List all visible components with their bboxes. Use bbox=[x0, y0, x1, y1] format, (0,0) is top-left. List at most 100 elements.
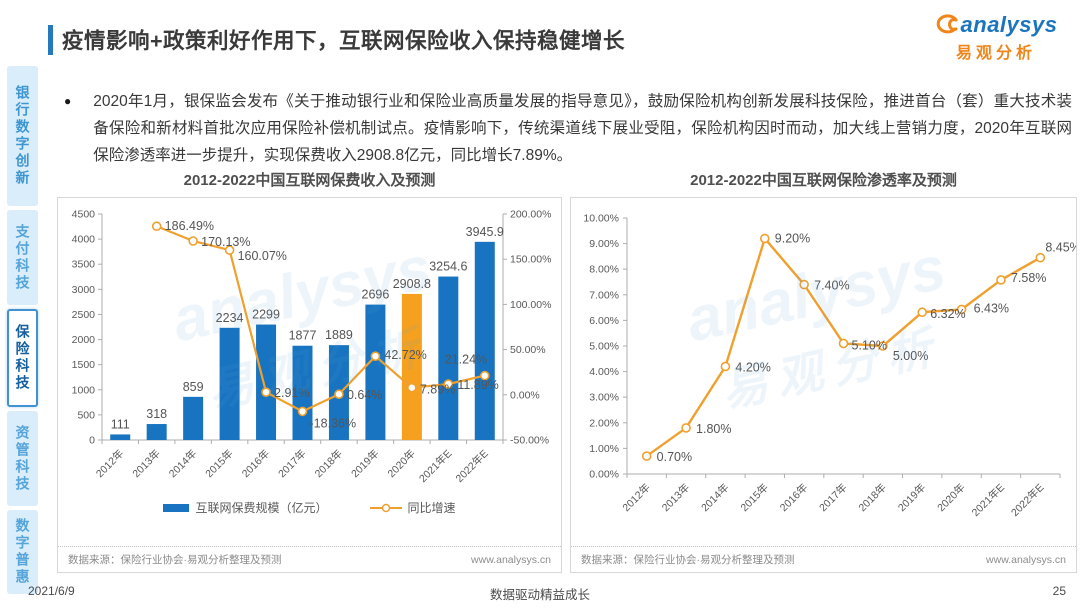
header: 疫情影响+政策利好作用下，互联网保险收入保持稳健增长 bbox=[48, 24, 930, 55]
svg-text:5.00%: 5.00% bbox=[589, 341, 619, 353]
svg-text:7.00%: 7.00% bbox=[589, 289, 619, 301]
footer-page-number: 25 bbox=[1052, 584, 1066, 598]
svg-text:2234: 2234 bbox=[216, 311, 244, 325]
penetration-chart-panel: analysys 易观分析 0.00% 1.00% 2.00% 3.00% 4.00% 5.… bbox=[570, 197, 1080, 573]
svg-text:10.00%: 10.00% bbox=[583, 213, 619, 225]
penetration-website: www.analysys.cn bbox=[986, 553, 1066, 566]
svg-text:7.89%: 7.89% bbox=[420, 383, 455, 397]
svg-text:50.00%: 50.00% bbox=[510, 344, 546, 356]
svg-text:4.00%: 4.00% bbox=[589, 366, 619, 378]
svg-text:318: 318 bbox=[146, 407, 167, 421]
svg-text:2015年: 2015年 bbox=[203, 447, 236, 480]
svg-text:5.00%: 5.00% bbox=[893, 349, 928, 363]
sidebar-tab-2[interactable]: 支付科技 bbox=[7, 210, 38, 305]
svg-text:2014年: 2014年 bbox=[698, 481, 731, 514]
sidebar-tab-4[interactable]: 资管科技 bbox=[7, 411, 38, 506]
svg-text:2022年E: 2022年E bbox=[453, 447, 491, 485]
svg-text:2000: 2000 bbox=[72, 334, 96, 346]
svg-text:2019年: 2019年 bbox=[895, 481, 928, 514]
svg-text:100.00%: 100.00% bbox=[510, 299, 551, 311]
svg-text:11.89%: 11.89% bbox=[457, 378, 498, 392]
svg-text:1500: 1500 bbox=[72, 359, 96, 371]
penetration-source-row: 数据来源：保险行业协会·易观分析整理及预测 www.analysys.cn bbox=[571, 546, 1076, 572]
svg-text:2013年: 2013年 bbox=[659, 481, 692, 514]
premium-website: www.analysys.cn bbox=[471, 553, 551, 566]
sidebar-tab-1[interactable]: 银行数字创新 bbox=[7, 66, 38, 206]
svg-text:-50.00%: -50.00% bbox=[510, 435, 549, 447]
svg-text:3254.6: 3254.6 bbox=[429, 260, 467, 274]
svg-text:3500: 3500 bbox=[72, 259, 96, 271]
svg-text:1877: 1877 bbox=[289, 329, 317, 343]
svg-text:3.00%: 3.00% bbox=[589, 392, 619, 404]
bullet-marker-icon: ● bbox=[64, 94, 72, 108]
svg-text:9.20%: 9.20% bbox=[775, 231, 810, 245]
svg-text:2019年: 2019年 bbox=[348, 447, 381, 480]
footer: 2021/6/9 数据驱动精益成长 25 bbox=[0, 584, 1080, 602]
svg-text:2299: 2299 bbox=[252, 308, 280, 322]
svg-text:859: 859 bbox=[183, 380, 204, 394]
svg-text:2016年: 2016年 bbox=[777, 481, 810, 514]
sidebar-tabs: 银行数字创新支付科技保险科技资管科技数字普惠 bbox=[7, 66, 38, 594]
svg-text:200.00%: 200.00% bbox=[510, 209, 551, 221]
premium-combo-chart: 0 500 1000 1500 2000 2500 3000 3500 4000 4500 -50.… bbox=[72, 209, 552, 486]
premium-source-row: 数据来源：保险行业协会·易观分析整理及预测 www.analysys.cn bbox=[58, 546, 561, 572]
svg-text:2.00%: 2.00% bbox=[589, 417, 619, 429]
svg-text:9.00%: 9.00% bbox=[589, 238, 619, 250]
svg-text:150.00%: 150.00% bbox=[510, 254, 551, 266]
svg-text:1.00%: 1.00% bbox=[589, 443, 619, 455]
svg-text:0: 0 bbox=[89, 435, 95, 447]
logo-swirl-icon bbox=[936, 14, 958, 34]
svg-text:170.13%: 170.13% bbox=[201, 235, 250, 249]
svg-text:6.00%: 6.00% bbox=[589, 315, 619, 327]
svg-text:2021年E: 2021年E bbox=[969, 481, 1007, 519]
footer-date: 2021/6/9 bbox=[28, 584, 75, 598]
svg-text:4.20%: 4.20% bbox=[735, 360, 770, 374]
svg-text:2015年: 2015年 bbox=[738, 481, 771, 514]
svg-text:2021年E: 2021年E bbox=[416, 447, 454, 485]
sidebar-tab-3[interactable]: 保险科技 bbox=[7, 309, 38, 407]
page-title: 疫情影响+政策利好作用下，互联网保险收入保持稳健增长 bbox=[62, 29, 626, 53]
svg-text:0.00%: 0.00% bbox=[510, 389, 540, 401]
svg-text:7.40%: 7.40% bbox=[814, 279, 849, 293]
svg-text:2908.8: 2908.8 bbox=[393, 277, 431, 291]
svg-text:0.70%: 0.70% bbox=[657, 450, 692, 464]
svg-text:2012年: 2012年 bbox=[620, 481, 653, 514]
svg-text:160.07%: 160.07% bbox=[238, 249, 287, 263]
penetration-source: 数据来源：保险行业协会·易观分析整理及预测 bbox=[581, 554, 795, 566]
summary-text: 2020年1月，银保监会发布《关于推动银行业和保险业高质量发展的指导意见》，鼓励… bbox=[93, 93, 1072, 164]
penetration-chart-title: 2012-2022中国互联网保险渗透率及预测 bbox=[690, 172, 957, 189]
svg-text:0.64%: 0.64% bbox=[347, 388, 382, 402]
svg-text:3945.9: 3945.9 bbox=[466, 225, 504, 239]
svg-text:186.49%: 186.49% bbox=[165, 219, 214, 233]
analysys-logo: analysys 易观分析 bbox=[926, 12, 1066, 63]
svg-text:2017年: 2017年 bbox=[275, 447, 308, 480]
svg-text:6.32%: 6.32% bbox=[930, 307, 965, 321]
svg-text:0.00%: 0.00% bbox=[589, 469, 619, 481]
svg-text:2022年E: 2022年E bbox=[1008, 481, 1046, 519]
svg-text:2014年: 2014年 bbox=[166, 447, 199, 480]
svg-text:2020年: 2020年 bbox=[935, 481, 968, 514]
svg-text:2017年: 2017年 bbox=[816, 481, 849, 514]
premium-chart-legend: 互联网保费规模（亿元） 同比增速 bbox=[58, 499, 561, 516]
svg-text:8.45%: 8.45% bbox=[1045, 241, 1076, 255]
penetration-line-chart: 0.00% 1.00% 2.00% 3.00% 4.00% 5.00% 6.00% 7.00%… bbox=[583, 213, 1080, 520]
svg-text:4500: 4500 bbox=[72, 209, 96, 221]
svg-text:2018年: 2018年 bbox=[856, 481, 889, 514]
sidebar-tab-5[interactable]: 数字普惠 bbox=[7, 510, 38, 594]
svg-text:42.72%: 42.72% bbox=[384, 348, 426, 362]
footer-slogan: 数据驱动精益成长 bbox=[489, 588, 590, 602]
svg-text:21.24%: 21.24% bbox=[445, 353, 487, 367]
svg-text:6.43%: 6.43% bbox=[974, 301, 1009, 315]
premium-source: 数据来源：保险行业协会·易观分析整理及预测 bbox=[68, 554, 282, 566]
svg-text:5.10%: 5.10% bbox=[852, 338, 887, 352]
svg-text:-18.36%: -18.36% bbox=[310, 416, 357, 430]
premium-chart-title: 2012-2022中国互联网保费收入及预测 bbox=[183, 172, 436, 189]
legend-line-series: 同比增速 bbox=[369, 499, 456, 516]
svg-text:2012年: 2012年 bbox=[93, 447, 126, 480]
svg-text:2016年: 2016年 bbox=[239, 447, 272, 480]
svg-text:2696: 2696 bbox=[362, 288, 390, 302]
bar-swatch-icon bbox=[163, 503, 190, 512]
svg-text:2020年: 2020年 bbox=[385, 447, 418, 480]
svg-text:1000: 1000 bbox=[72, 384, 96, 396]
